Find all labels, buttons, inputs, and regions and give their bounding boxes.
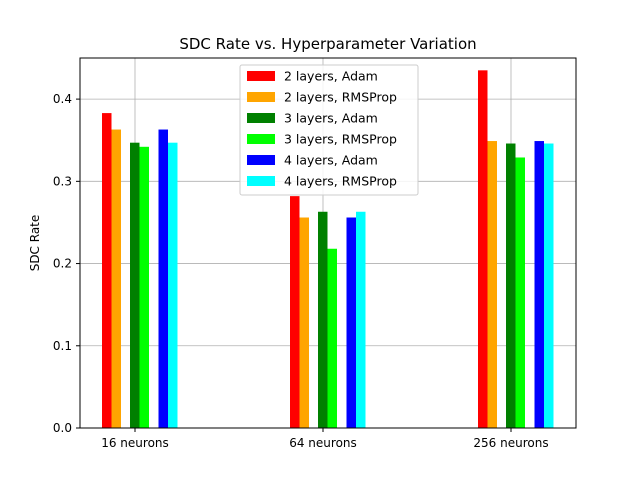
legend-label: 4 layers, Adam [284, 153, 378, 168]
x-tick-label: 16 neurons [101, 436, 169, 450]
bar [111, 129, 121, 429]
legend-swatch [247, 155, 275, 165]
bar [318, 211, 328, 428]
bar [356, 211, 366, 428]
legend: 2 layers, Adam 2 layers, RMSProp 3 layers,… [239, 64, 419, 196]
y-tick-label: 0.3 [53, 174, 72, 188]
x-tick-label: 64 neurons [289, 436, 357, 450]
bar [544, 143, 554, 428]
legend-label: 2 layers, Adam [284, 69, 378, 84]
legend-swatch [247, 176, 275, 186]
bar [290, 196, 300, 428]
x-tick-label: 256 neurons [473, 436, 548, 450]
legend-label: 4 layers, RMSProp [284, 174, 397, 189]
legend-box [239, 64, 419, 196]
chart-title: SDC Rate vs. Hyperparameter Variation [179, 35, 476, 53]
axis-ticks: 0.0 0.1 0.2 0.3 0.4 16 neurons 64 neurons 256 n… [53, 92, 549, 450]
legend-label: 2 layers, RMSProp [284, 90, 397, 105]
bar [158, 129, 168, 429]
legend-swatch [247, 134, 275, 144]
bar [346, 217, 356, 428]
legend-swatch [247, 113, 275, 123]
y-axis-label: SDC Rate [28, 215, 42, 272]
bars [102, 70, 554, 429]
y-tick-label: 0.4 [53, 92, 72, 106]
bar [534, 141, 544, 429]
legend-label: 3 layers, Adam [284, 111, 378, 126]
bar [299, 217, 309, 428]
legend-swatch [247, 92, 275, 102]
bar [327, 248, 337, 428]
y-tick-label: 0.1 [53, 339, 72, 353]
bar [130, 142, 140, 428]
bar [478, 70, 488, 428]
bar [515, 157, 525, 428]
bar [487, 141, 497, 429]
legend-label: 3 layers, RMSProp [284, 132, 397, 147]
bar [102, 113, 112, 428]
plot-frame [79, 57, 577, 429]
y-tick-label: 0.2 [53, 257, 72, 271]
legend-swatch [247, 71, 275, 81]
bar [506, 143, 516, 428]
bar [139, 146, 149, 429]
y-tick-label: 0.0 [53, 421, 72, 435]
bar [168, 142, 178, 428]
